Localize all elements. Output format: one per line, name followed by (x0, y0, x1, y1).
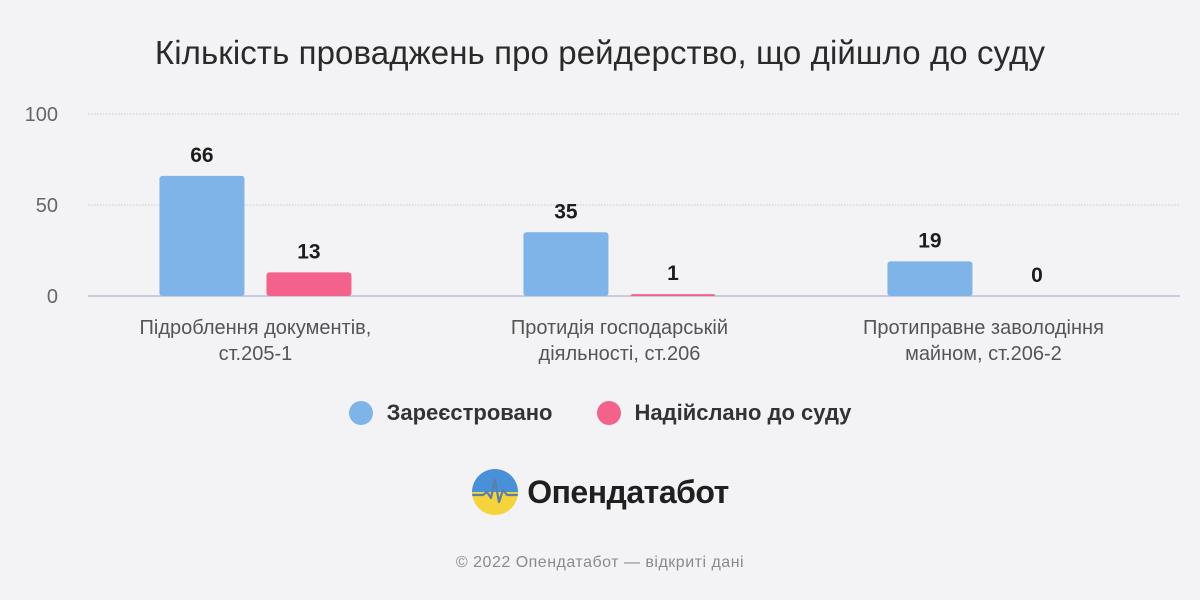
opendatabot-logo-icon (472, 469, 519, 515)
bar-registered (523, 232, 609, 296)
brand-name: Опендатабот (527, 473, 729, 510)
legend-swatch (596, 401, 621, 425)
footer-copyright: © 2022 Опендатабот — відкриті дані (455, 554, 745, 571)
y-tick-label: 100 (25, 104, 58, 126)
x-tick-label: Протидія господарській діяльності, ст.206 (511, 317, 728, 365)
legend-item[interactable]: Надійслано до суду (596, 400, 852, 426)
bar-sent-to-court (266, 272, 352, 296)
labels: 0 50 100 66 13 Підроблення документів, ст.205-… (25, 104, 1104, 365)
x-tick-label: Підроблення документів, ст.205-1 (140, 317, 372, 365)
data-label: 19 (918, 229, 941, 252)
y-tick-label: 50 (36, 195, 58, 217)
legend: Зареєстровано Надійслано до суду (0, 400, 1200, 426)
data-label: 66 (190, 144, 213, 167)
x-tick-label: Протиправне заволодіння майном, ст.206-2 (863, 317, 1104, 365)
bar-registered (159, 175, 245, 296)
legend-label: Надійслано до суду (634, 400, 852, 425)
data-label: 13 (297, 240, 320, 263)
brand: Опендатабот (0, 468, 1200, 516)
bar-chart: 0 50 100 66 13 Підроблення документів, ст.205-… (25, 104, 1180, 365)
legend-swatch (348, 401, 373, 425)
legend-item[interactable]: Зареєстровано (348, 400, 553, 426)
data-label: 35 (554, 200, 578, 223)
data-label: 0 (1031, 264, 1043, 287)
bar-sent-to-court (630, 294, 716, 296)
legend-label: Зареєстровано (386, 400, 553, 425)
bars (159, 175, 973, 296)
chart-title: Кількість проваджень про рейдерство, що … (154, 34, 1046, 71)
bar-registered (887, 261, 973, 296)
grid-lines (88, 113, 1180, 297)
y-tick-label: 0 (47, 286, 58, 308)
data-label: 1 (667, 262, 679, 285)
